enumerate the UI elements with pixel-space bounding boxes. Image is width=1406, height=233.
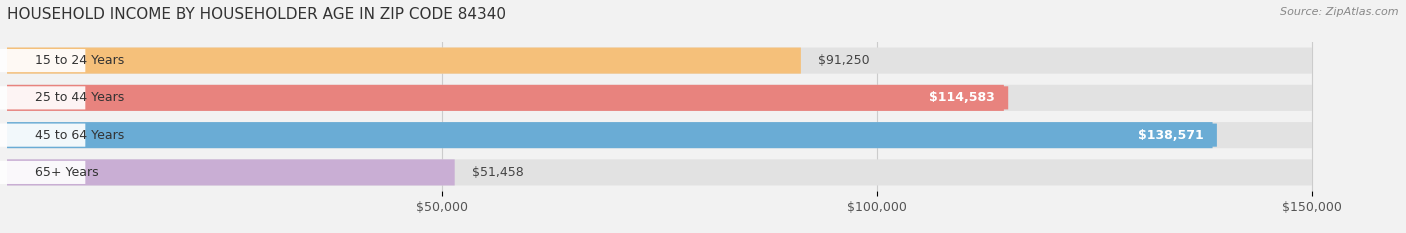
FancyBboxPatch shape: [0, 86, 86, 110]
FancyBboxPatch shape: [7, 48, 1312, 74]
FancyBboxPatch shape: [1135, 123, 1218, 147]
Text: HOUSEHOLD INCOME BY HOUSEHOLDER AGE IN ZIP CODE 84340: HOUSEHOLD INCOME BY HOUSEHOLDER AGE IN Z…: [7, 7, 506, 22]
Text: $114,583: $114,583: [929, 91, 995, 104]
Text: Source: ZipAtlas.com: Source: ZipAtlas.com: [1281, 7, 1399, 17]
FancyBboxPatch shape: [925, 86, 1008, 110]
FancyBboxPatch shape: [7, 48, 801, 74]
Text: $91,250: $91,250: [818, 54, 870, 67]
FancyBboxPatch shape: [0, 49, 86, 72]
FancyBboxPatch shape: [0, 161, 86, 184]
FancyBboxPatch shape: [0, 123, 86, 147]
FancyBboxPatch shape: [7, 122, 1212, 148]
Text: 15 to 24 Years: 15 to 24 Years: [35, 54, 124, 67]
Text: 25 to 44 Years: 25 to 44 Years: [35, 91, 124, 104]
Text: 65+ Years: 65+ Years: [35, 166, 98, 179]
Text: $138,571: $138,571: [1137, 129, 1204, 142]
FancyBboxPatch shape: [7, 159, 1312, 185]
FancyBboxPatch shape: [7, 159, 454, 185]
FancyBboxPatch shape: [7, 85, 1312, 111]
FancyBboxPatch shape: [7, 122, 1312, 148]
FancyBboxPatch shape: [7, 85, 1004, 111]
Text: $51,458: $51,458: [472, 166, 524, 179]
Text: 45 to 64 Years: 45 to 64 Years: [35, 129, 124, 142]
